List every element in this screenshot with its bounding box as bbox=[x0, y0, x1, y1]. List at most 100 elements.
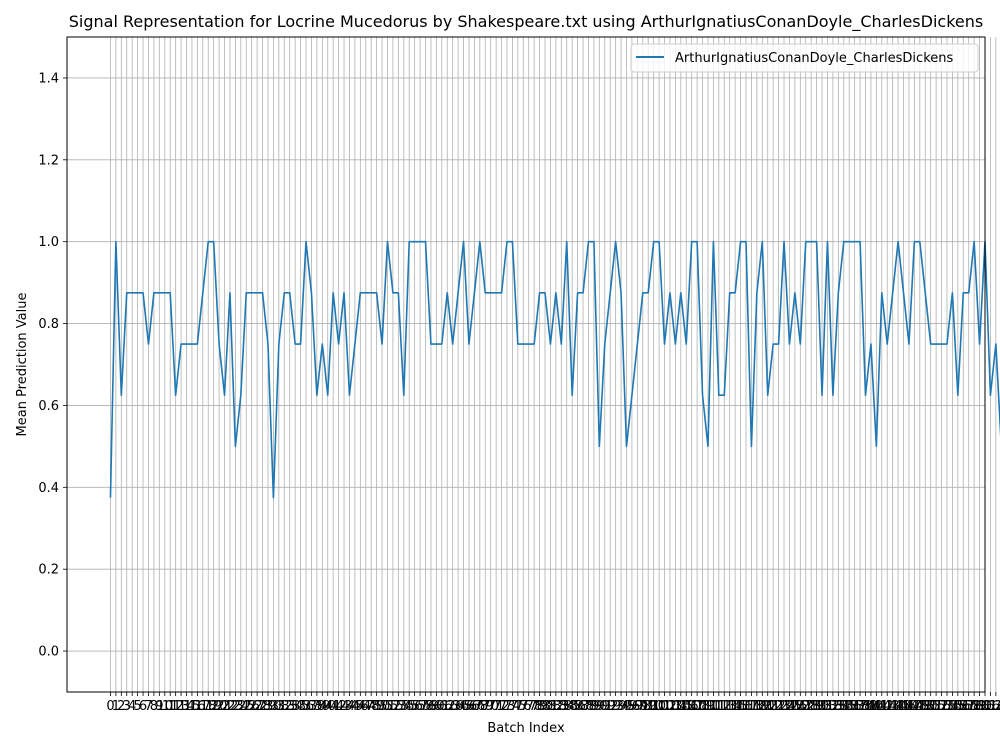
x-tick-label: 123 bbox=[766, 699, 791, 714]
x-tick-label: 158 bbox=[956, 699, 981, 714]
x-tick-label: 141 bbox=[864, 699, 889, 714]
x-tick-label: 85 bbox=[564, 699, 581, 714]
x-tick-label: 129 bbox=[799, 699, 824, 714]
x-tick-label: 108 bbox=[685, 699, 710, 714]
x-tick-label: 138 bbox=[848, 699, 873, 714]
x-tick-label: 148 bbox=[902, 699, 927, 714]
x-tick-label: 14 bbox=[178, 699, 195, 714]
x-tick-label: 152 bbox=[924, 699, 949, 714]
x-tick-label: 77 bbox=[520, 699, 537, 714]
y-tick-label: 0.8 bbox=[38, 317, 59, 332]
y-tick-label: 1.2 bbox=[38, 153, 59, 168]
x-tick-label: 39 bbox=[314, 699, 331, 714]
x-tick-label: 150 bbox=[913, 699, 938, 714]
x-tick-label: 80 bbox=[537, 699, 554, 714]
x-tick-label: 68 bbox=[472, 699, 489, 714]
x-tick-label: 97 bbox=[629, 699, 646, 714]
x-tick-label: 81 bbox=[542, 699, 559, 714]
x-tick-label: 0 bbox=[106, 699, 114, 714]
x-tick-label: 12 bbox=[167, 699, 184, 714]
x-tick-label: 159 bbox=[962, 699, 987, 714]
y-tick-label: 1.4 bbox=[38, 71, 59, 86]
x-tick-label: 27 bbox=[249, 699, 266, 714]
x-tick-label: 156 bbox=[945, 699, 970, 714]
x-tick-label: 49 bbox=[368, 699, 385, 714]
x-tick-label: 60 bbox=[428, 699, 445, 714]
x-axis-label: Batch Index bbox=[487, 721, 565, 736]
x-tick-label: 161 bbox=[973, 699, 998, 714]
x-tick-label: 133 bbox=[820, 699, 845, 714]
x-tick-label: 99 bbox=[640, 699, 657, 714]
x-tick-label: 36 bbox=[298, 699, 315, 714]
x-tick-label: 120 bbox=[750, 699, 775, 714]
x-tick-label: 83 bbox=[553, 699, 570, 714]
x-tick-label: 103 bbox=[658, 699, 683, 714]
y-tick-label: 0.4 bbox=[38, 481, 59, 496]
x-tick-label: 119 bbox=[744, 699, 769, 714]
x-tick-label: 9 bbox=[155, 699, 163, 714]
legend-entry: ArthurIgnatiusConanDoyle_CharlesDickens bbox=[675, 51, 953, 66]
x-tick-label: 140 bbox=[859, 699, 884, 714]
x-tick-label: 118 bbox=[739, 699, 764, 714]
x-tick-label: 62 bbox=[439, 699, 456, 714]
x-tick-label: 33 bbox=[281, 699, 298, 714]
x-tick-label: 70 bbox=[482, 699, 499, 714]
x-tick-label: 104 bbox=[663, 699, 688, 714]
y-grid-lines bbox=[67, 77, 985, 652]
y-tick-label: 0.2 bbox=[38, 563, 59, 578]
x-tick-label: 65 bbox=[455, 699, 472, 714]
legend: ArthurIgnatiusConanDoyle_CharlesDickens bbox=[630, 43, 979, 73]
x-tick-label: 76 bbox=[515, 699, 532, 714]
x-tick-label: 116 bbox=[728, 699, 753, 714]
y-tick-label: 1.0 bbox=[38, 235, 59, 250]
chart-title: Signal Representation for Locrine Mucedo… bbox=[69, 12, 983, 32]
x-tick-label: 64 bbox=[450, 699, 467, 714]
x-tick-label: 109 bbox=[690, 699, 715, 714]
x-tick-label: 71 bbox=[488, 699, 505, 714]
x-tick-label: 18 bbox=[200, 699, 217, 714]
x-tick-label: 128 bbox=[793, 699, 818, 714]
x-tick-label: 31 bbox=[271, 699, 288, 714]
x-tick-label: 34 bbox=[287, 699, 304, 714]
x-tick-label: 69 bbox=[477, 699, 494, 714]
x-tick-label: 84 bbox=[558, 699, 575, 714]
x-tick-label: 21 bbox=[216, 699, 233, 714]
x-tick-label: 55 bbox=[401, 699, 418, 714]
x-tick-label: 61 bbox=[434, 699, 451, 714]
x-tick-label: 154 bbox=[935, 699, 960, 714]
x-tick-label: 28 bbox=[254, 699, 271, 714]
x-tick-label: 57 bbox=[412, 699, 429, 714]
x-tick-label: 155 bbox=[940, 699, 965, 714]
x-tick-label: 2 bbox=[117, 699, 125, 714]
x-tick-label: 5 bbox=[133, 699, 141, 714]
x-tick-label: 114 bbox=[717, 699, 742, 714]
x-tick-label: 17 bbox=[195, 699, 212, 714]
x-tick-label: 20 bbox=[211, 699, 228, 714]
x-tick-label: 53 bbox=[390, 699, 407, 714]
x-tick-label: 137 bbox=[842, 699, 867, 714]
x-tick-label: 121 bbox=[755, 699, 780, 714]
x-tick-label: 164 bbox=[989, 699, 1000, 714]
x-tick-label: 105 bbox=[668, 699, 693, 714]
x-tick-label: 112 bbox=[706, 699, 731, 714]
x-tick-label: 40 bbox=[319, 699, 336, 714]
x-tick-label: 67 bbox=[466, 699, 483, 714]
x-tick-label: 110 bbox=[696, 699, 721, 714]
x-tick-label: 7 bbox=[144, 699, 152, 714]
x-tick-label: 52 bbox=[385, 699, 402, 714]
x-tick-label: 151 bbox=[918, 699, 943, 714]
legend-box bbox=[630, 43, 979, 73]
x-tick-label: 23 bbox=[227, 699, 244, 714]
x-tick-label: 147 bbox=[897, 699, 922, 714]
x-tick-label: 26 bbox=[243, 699, 260, 714]
x-tick-label: 41 bbox=[325, 699, 342, 714]
x-tick-label: 44 bbox=[341, 699, 358, 714]
x-tick-label: 54 bbox=[396, 699, 413, 714]
series-layer bbox=[109, 240, 1000, 499]
x-tick-label: 98 bbox=[635, 699, 652, 714]
y-axis-ticks: 0.0 0.2 0.4 0.6 0.8 1.0 1.2 1.4 bbox=[38, 71, 67, 660]
x-axis-ticks: 0123456789101112131415161718192021222324… bbox=[106, 692, 1000, 714]
x-tick-label: 13 bbox=[173, 699, 190, 714]
